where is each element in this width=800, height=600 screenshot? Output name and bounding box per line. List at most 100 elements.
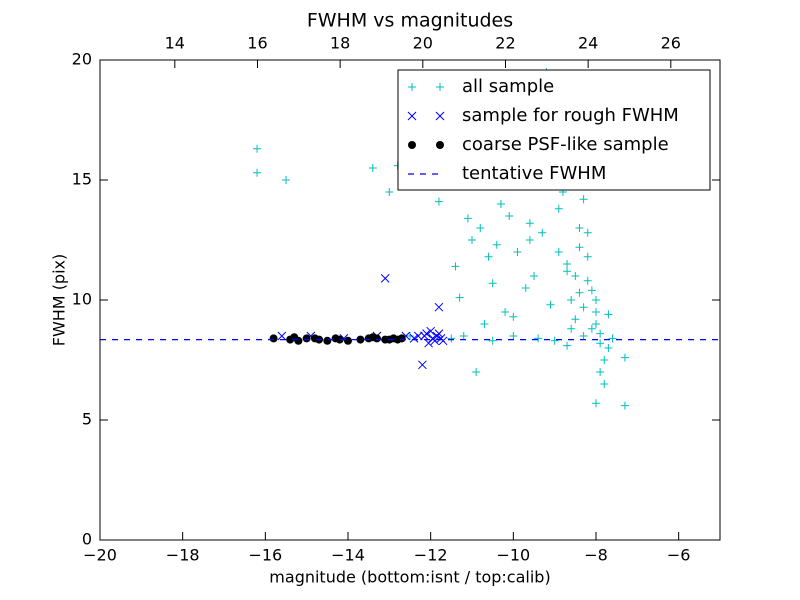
x2-tick-label: 24 — [578, 34, 598, 53]
plus-marker — [282, 176, 290, 184]
legend-box — [397, 69, 711, 191]
plus-marker — [368, 164, 377, 172]
plus-marker — [385, 188, 394, 196]
circle-marker — [323, 336, 332, 345]
plus-marker — [554, 248, 563, 256]
circle-marker — [269, 334, 278, 343]
plus-marker — [525, 219, 534, 228]
chart-title: FWHM vs magnitudes — [307, 10, 513, 32]
plus-marker — [509, 312, 518, 321]
plus-marker — [575, 224, 584, 232]
plus-marker — [587, 324, 596, 333]
plus-marker — [604, 310, 613, 319]
plus-marker — [583, 252, 592, 261]
x2-tick-label: 14 — [165, 34, 185, 53]
plus-marker — [447, 334, 456, 343]
cross-marker — [426, 326, 436, 336]
cross-marker — [413, 331, 423, 341]
plus-marker — [436, 83, 444, 91]
circle-marker — [302, 334, 311, 343]
plus-marker — [575, 243, 584, 252]
plus-marker — [600, 380, 609, 388]
plus-marker — [567, 324, 576, 333]
plus-marker — [579, 332, 588, 340]
plus-marker — [253, 168, 262, 177]
plus-marker — [579, 303, 588, 312]
plus-marker — [592, 399, 600, 408]
legend: all sample sample for rough FWHM coarse PS… — [397, 69, 711, 191]
x2-tick-label: 16 — [247, 34, 267, 53]
plus-marker — [600, 356, 609, 364]
plus-marker — [575, 288, 584, 297]
plus-marker — [463, 214, 472, 223]
plus-marker — [472, 368, 481, 376]
cross-marker — [430, 336, 440, 346]
plus-marker — [534, 334, 543, 343]
plus-marker — [583, 228, 592, 237]
plus-marker — [451, 262, 460, 271]
plus-marker — [406, 332, 414, 340]
y-tick-label: 15 — [72, 170, 92, 189]
plus-marker — [476, 224, 485, 232]
circle-marker — [356, 335, 365, 344]
y-tick-label: 5 — [82, 410, 92, 429]
plus-marker — [513, 248, 522, 256]
cross-marker — [434, 329, 444, 338]
plus-marker — [525, 236, 534, 244]
plus-marker — [620, 401, 629, 410]
plus-marker — [596, 368, 605, 376]
plus-marker — [459, 332, 468, 340]
plus-marker — [608, 334, 617, 343]
circle-marker — [344, 336, 352, 345]
plus-marker — [563, 267, 572, 276]
plus-marker — [571, 272, 580, 280]
cross-marker — [435, 111, 445, 121]
plus-marker — [596, 339, 605, 348]
cross-marker — [424, 338, 433, 348]
legend-label: tentative FWHM — [462, 163, 606, 184]
plus-marker — [554, 204, 563, 213]
circle-marker — [335, 335, 344, 344]
cross-marker — [407, 111, 417, 121]
plus-marker — [571, 315, 580, 324]
plus-marker — [455, 293, 464, 302]
y-tick-label: 0 — [82, 530, 92, 549]
x2-tick-label: 18 — [330, 34, 350, 53]
x2-tick-label: 26 — [661, 34, 681, 53]
circle-marker — [397, 334, 406, 343]
plus-marker — [484, 252, 493, 261]
y-tick-label: 10 — [72, 290, 92, 309]
x-tick-label: −12 — [414, 546, 448, 565]
plus-marker — [592, 308, 600, 316]
x-tick-label: −14 — [331, 546, 365, 565]
x-tick-label: −10 — [496, 546, 530, 565]
plus-marker — [596, 329, 605, 338]
y-axis-label: FWHM (pix) — [50, 254, 69, 347]
plus-marker — [434, 197, 443, 206]
x2-tick-label: 20 — [413, 34, 433, 53]
x-axis-label: magnitude (bottom:isnt / top:calib) — [269, 568, 550, 587]
circle-marker — [294, 336, 303, 345]
x-tick-label: −18 — [166, 546, 200, 565]
legend-label: all sample — [462, 76, 554, 97]
plus-marker — [501, 308, 510, 316]
cross-marker — [434, 302, 444, 312]
plus-marker — [480, 320, 489, 328]
plus-marker — [550, 336, 559, 345]
cross-marker — [409, 334, 419, 343]
plus-marker — [583, 276, 592, 285]
x2-tick-label: 22 — [495, 34, 515, 53]
circle-marker — [408, 141, 416, 149]
plus-marker — [521, 284, 530, 292]
x-tick-label: −8 — [584, 546, 608, 565]
plus-marker — [563, 341, 572, 350]
plus-marker — [546, 300, 555, 309]
plus-marker — [468, 236, 476, 244]
plus-marker — [587, 286, 596, 295]
circle-marker — [372, 334, 381, 343]
plus-marker — [592, 320, 600, 328]
legend-label: coarse PSF-like sample — [462, 134, 669, 155]
plus-marker — [408, 83, 416, 91]
plus-marker — [563, 260, 572, 268]
